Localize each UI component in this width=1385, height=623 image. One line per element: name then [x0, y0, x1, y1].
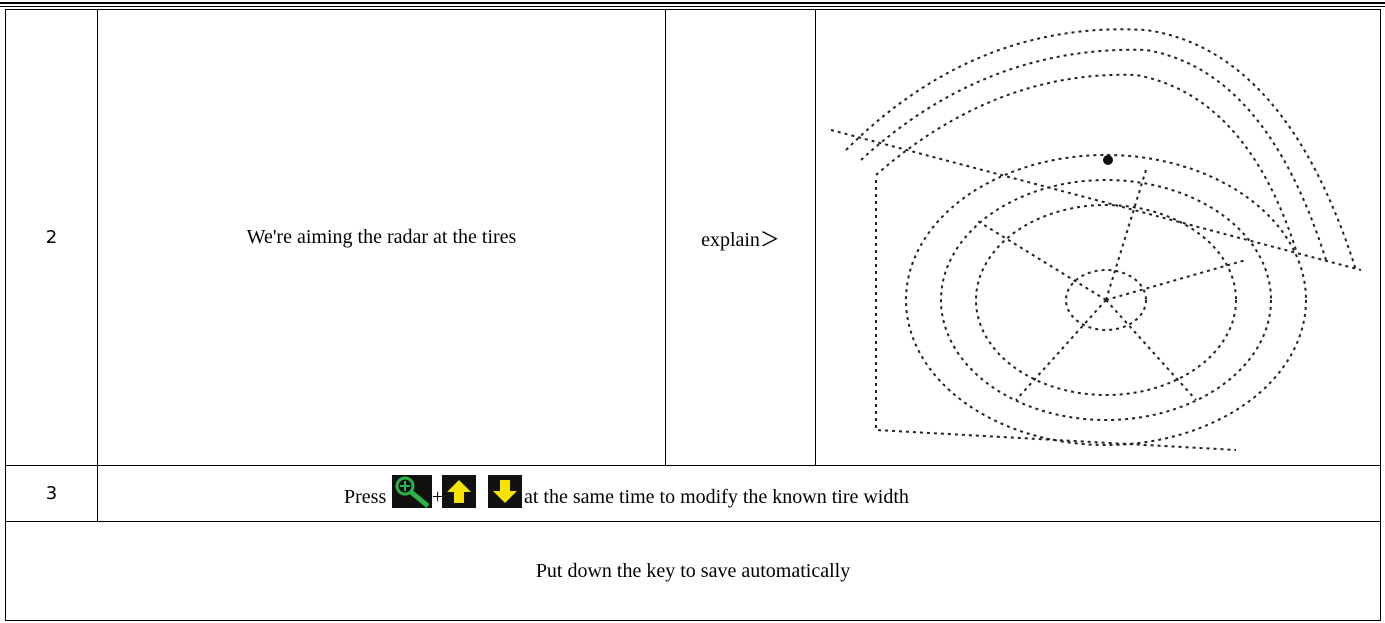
image-cell — [815, 9, 1381, 466]
instruction-plus: + — [432, 486, 444, 508]
top-rule — [0, 2, 1385, 4]
footer-note: Put down the key to save automatically — [5, 521, 1381, 621]
instruction-text: at the same time to modify the known tir… — [524, 486, 909, 508]
wheel-illustration — [830, 28, 1362, 451]
top-rule-thin — [0, 6, 1385, 7]
step-number: 2 — [5, 9, 98, 466]
instruction-cell: Press + at the same time to modify the k… — [97, 465, 1381, 522]
zoom-key-icon — [392, 475, 432, 508]
step-text: We're aiming the radar at the tires — [97, 9, 666, 466]
down-key-icon — [488, 475, 522, 508]
explain-label: explain＞ — [665, 9, 816, 466]
step-number: 3 — [5, 465, 98, 522]
up-key-icon — [442, 475, 476, 508]
instruction-press: Press — [344, 486, 387, 508]
